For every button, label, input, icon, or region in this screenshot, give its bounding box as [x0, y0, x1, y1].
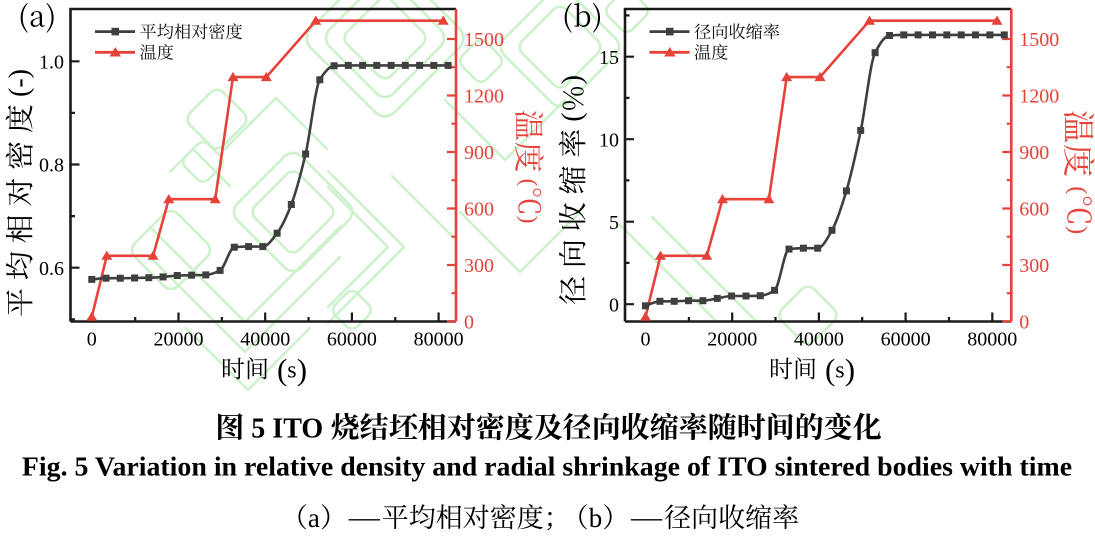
svg-text:): ) — [297, 352, 307, 387]
svg-text:): ) — [517, 216, 542, 224]
svg-text:900: 900 — [464, 142, 494, 164]
svg-text:10: 10 — [599, 129, 619, 151]
svg-text:0: 0 — [464, 312, 474, 334]
svg-text:(: ( — [1065, 186, 1092, 194]
svg-text:80000: 80000 — [967, 329, 1017, 351]
svg-text:0: 0 — [609, 294, 619, 316]
svg-text:1200: 1200 — [464, 86, 504, 108]
svg-text:s: s — [287, 358, 296, 384]
svg-text:5: 5 — [609, 212, 619, 234]
svg-text:): ) — [557, 75, 588, 84]
svg-text:Fig. 5 Variation in relative d: Fig. 5 Variation in relative density and… — [22, 452, 1072, 483]
svg-text:40000: 40000 — [240, 329, 290, 351]
svg-text:0: 0 — [87, 329, 97, 351]
svg-text:1500: 1500 — [1019, 29, 1059, 51]
svg-text:0.6: 0.6 — [39, 258, 64, 280]
svg-text:(: ( — [277, 352, 287, 387]
svg-text:300: 300 — [1019, 255, 1049, 277]
svg-text:1200: 1200 — [1019, 86, 1059, 108]
svg-text:60000: 60000 — [327, 329, 377, 351]
svg-text:b: b — [589, 503, 603, 533]
svg-text:60000: 60000 — [881, 329, 931, 351]
svg-text:): ) — [1065, 226, 1092, 234]
svg-text:(: ( — [517, 179, 542, 187]
svg-text:15: 15 — [599, 47, 619, 69]
svg-text:40000: 40000 — [794, 329, 844, 351]
svg-text:s: s — [835, 358, 844, 384]
svg-text:300: 300 — [464, 255, 494, 277]
svg-text:600: 600 — [1019, 199, 1049, 221]
svg-text:1.0: 1.0 — [39, 52, 64, 74]
svg-text:600: 600 — [464, 199, 494, 221]
svg-text:20000: 20000 — [154, 329, 204, 351]
svg-text:5 ITO: 5 ITO — [244, 414, 330, 445]
svg-text:900: 900 — [1019, 142, 1049, 164]
svg-text:(: ( — [557, 112, 588, 121]
svg-text:0.8: 0.8 — [39, 155, 64, 177]
svg-text:80000: 80000 — [414, 329, 464, 351]
svg-text:20000: 20000 — [707, 329, 757, 351]
svg-text:1500: 1500 — [464, 29, 504, 51]
svg-text:0: 0 — [1019, 312, 1029, 334]
svg-text:a: a — [308, 503, 320, 533]
svg-text:(-): (-) — [4, 69, 35, 97]
svg-text:): ) — [845, 352, 855, 387]
svg-text:0: 0 — [641, 329, 651, 351]
svg-text:(: ( — [825, 352, 835, 387]
